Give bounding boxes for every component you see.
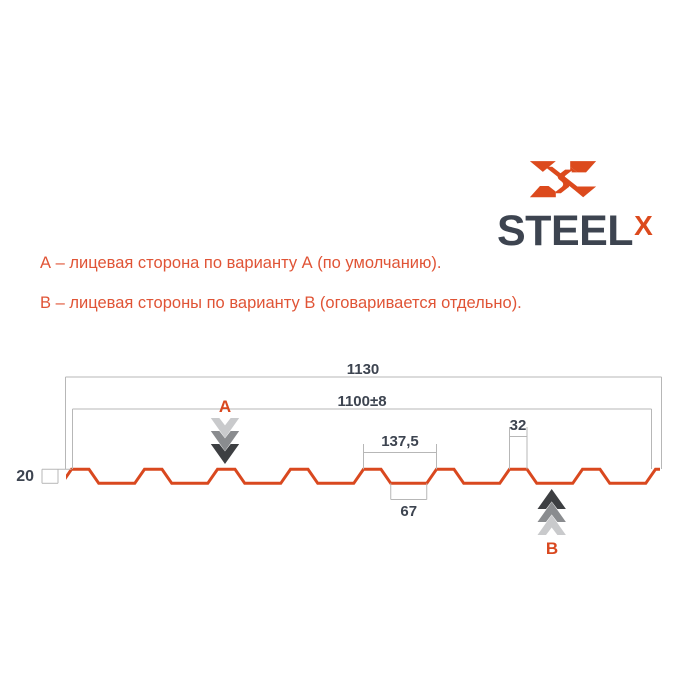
svg-text:1130: 1130 xyxy=(347,361,380,378)
svg-text:1100±8: 1100±8 xyxy=(337,393,386,410)
svg-text:137,5: 137,5 xyxy=(381,433,419,450)
svg-text:A: A xyxy=(219,397,231,416)
svg-text:67: 67 xyxy=(400,503,417,520)
svg-text:20: 20 xyxy=(16,468,34,485)
svg-text:B: B xyxy=(546,539,558,558)
svg-text:32: 32 xyxy=(510,417,527,434)
